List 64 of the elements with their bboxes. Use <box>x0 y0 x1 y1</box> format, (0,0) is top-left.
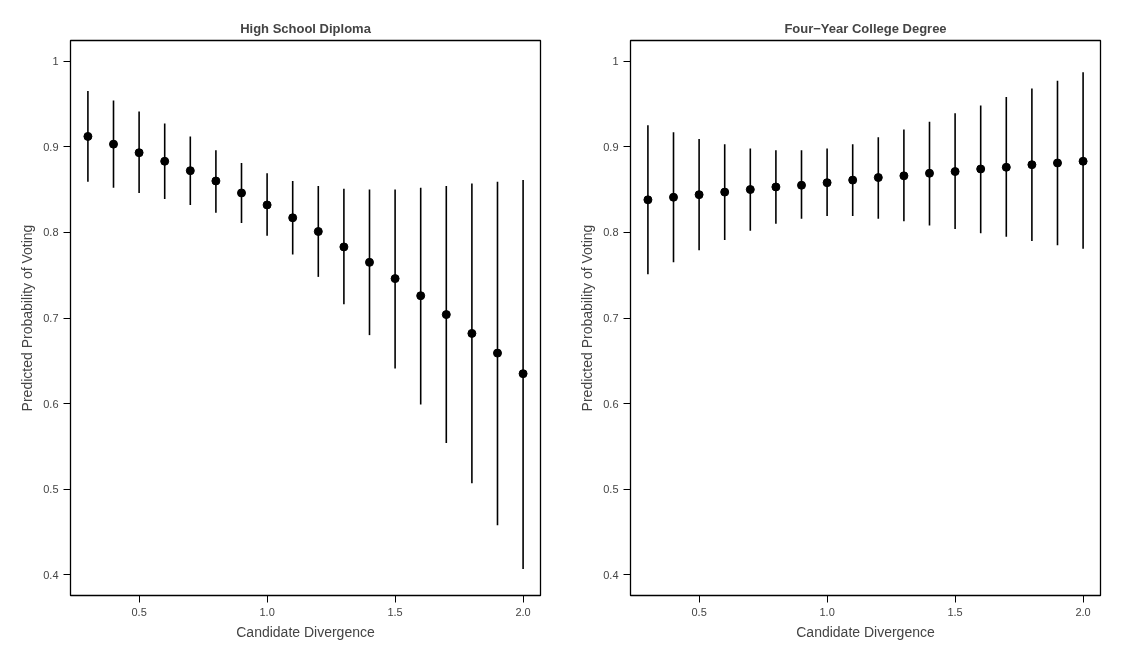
y-axis-title: Predicted Probability of Voting <box>19 224 36 412</box>
point <box>771 182 781 192</box>
point <box>745 185 755 195</box>
point <box>694 190 704 200</box>
point <box>1001 162 1011 172</box>
y-tick-label: 1 <box>52 55 59 68</box>
point <box>899 171 909 181</box>
point <box>976 164 986 174</box>
x-tick-label: 1.5 <box>947 605 963 618</box>
y-tick-label: 0.6 <box>603 397 619 410</box>
y-tick-label: 0.5 <box>603 483 619 496</box>
x-axis-title: Candidate Divergence <box>236 623 375 640</box>
point <box>720 187 730 197</box>
point <box>313 227 323 236</box>
point <box>109 139 119 149</box>
x-axis-title: Candidate Divergence <box>796 623 935 640</box>
point <box>237 188 246 198</box>
y-axis-title: Predicted Probability of Voting <box>579 224 596 412</box>
point <box>950 167 960 177</box>
y-tick-label: 0.7 <box>43 312 59 324</box>
y-tick-label: 0.5 <box>43 483 59 496</box>
point <box>160 156 170 166</box>
point <box>262 200 272 210</box>
point <box>822 178 832 188</box>
x-tick-label: 2.0 <box>1075 605 1091 618</box>
y-tick-label: 0.9 <box>603 140 619 153</box>
y-tick-label: 0.4 <box>43 568 59 581</box>
y-tick-label: 0.8 <box>43 226 59 239</box>
point <box>643 195 653 205</box>
chart-title: High School Diploma <box>240 20 372 36</box>
x-tick-label: 1.0 <box>259 605 275 618</box>
point <box>365 257 374 267</box>
y-tick-label: 0.8 <box>603 226 619 239</box>
y-tick-label: 0.4 <box>603 568 619 581</box>
point <box>873 173 883 183</box>
point <box>1027 160 1037 170</box>
point <box>467 328 477 338</box>
point <box>211 176 221 186</box>
point <box>669 192 679 202</box>
point <box>518 369 528 379</box>
y-tick-label: 0.7 <box>603 312 619 324</box>
point <box>492 348 502 358</box>
point <box>848 175 858 185</box>
x-tick-label: 2.0 <box>515 605 531 618</box>
point <box>925 168 934 178</box>
point <box>1078 156 1088 166</box>
point <box>441 310 451 320</box>
x-tick-label: 1.0 <box>819 605 835 618</box>
point <box>797 180 806 190</box>
y-tick-label: 1 <box>612 55 619 68</box>
x-tick-label: 0.5 <box>691 605 707 618</box>
point <box>134 148 144 158</box>
point <box>185 166 195 176</box>
point <box>390 274 400 284</box>
x-tick-label: 0.5 <box>131 605 147 618</box>
point <box>288 213 298 223</box>
point <box>339 242 349 252</box>
point <box>83 131 93 141</box>
y-tick-label: 0.6 <box>43 397 59 410</box>
point <box>1052 158 1062 168</box>
point <box>416 291 426 301</box>
x-tick-label: 1.5 <box>387 605 403 618</box>
y-tick-label: 0.9 <box>43 140 59 153</box>
chart-title: Four−Year College Degree <box>784 20 947 36</box>
